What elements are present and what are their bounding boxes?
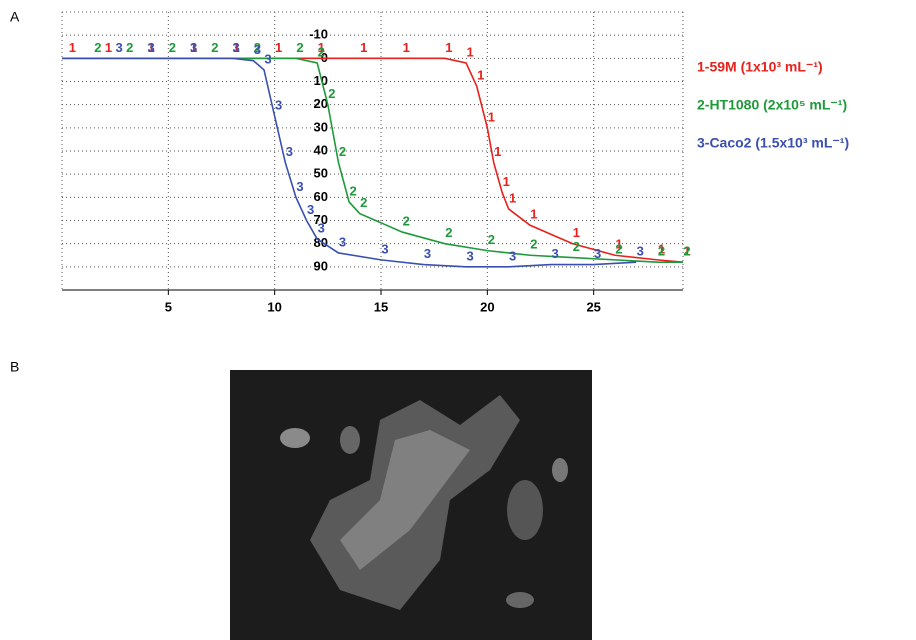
curve-marker: 1	[477, 68, 484, 83]
curve-marker: 3	[190, 40, 197, 55]
legend-entry: 2-HT1080 (2x10⁵ mL⁻¹)	[697, 97, 847, 113]
curve-marker: 2	[296, 40, 303, 55]
y-tick-label: 50	[314, 166, 328, 181]
x-tick-label: 25	[586, 299, 600, 314]
y-tick-label: 20	[314, 96, 328, 111]
curve-marker: 2	[94, 40, 101, 55]
curve-marker: 2	[488, 232, 495, 247]
curve-marker: 1	[69, 40, 76, 55]
curve-marker: 2	[658, 244, 665, 259]
legend-entry: 3-Caco2 (1.5x10³ mL⁻¹)	[697, 135, 849, 151]
curve-marker: 3	[275, 98, 282, 113]
curve-marker: 1	[494, 144, 501, 159]
curve-marker: 1	[488, 109, 495, 124]
y-tick-label: 70	[314, 212, 328, 227]
curve-marker: 3	[594, 246, 601, 261]
curve-marker: 1	[360, 40, 367, 55]
panel-label: B	[10, 359, 19, 375]
curve-marker: 2	[169, 40, 176, 55]
curve-marker: 1	[275, 40, 282, 55]
micrograph	[230, 370, 592, 640]
curve-marker: 3	[509, 248, 516, 263]
curve-marker: 1	[147, 40, 154, 55]
curve-marker: 2	[360, 195, 367, 210]
curve-marker: 3	[233, 40, 240, 55]
curve-marker: 1	[573, 225, 580, 240]
curve-marker: 1	[445, 40, 452, 55]
curve-marker: 1	[318, 40, 325, 55]
curve-marker: 3	[318, 220, 325, 235]
data-line	[62, 57, 684, 263]
x-tick-label: 5	[165, 299, 172, 314]
y-tick-label: 40	[314, 142, 328, 157]
curve-marker: 2	[573, 239, 580, 254]
curve-marker: 2	[530, 237, 537, 252]
curve-marker: 3	[286, 144, 293, 159]
curve-marker: 3	[466, 248, 473, 263]
y-tick-label: 30	[314, 119, 328, 134]
curve-marker: 2	[328, 86, 335, 101]
curve-marker: 1	[509, 190, 516, 205]
panel-label: A	[10, 9, 20, 25]
curve-marker: 1	[403, 40, 410, 55]
curve-marker: 1	[615, 237, 622, 252]
legend-entry: 1-59M (1x10³ mL⁻¹)	[697, 59, 823, 75]
curve-marker: 3	[307, 202, 314, 217]
x-tick-label: 10	[267, 299, 281, 314]
x-tick-label: 15	[374, 299, 388, 314]
curve-marker: 3	[637, 244, 644, 259]
curve-marker: 3	[147, 40, 154, 55]
curve-marker: 3	[552, 246, 559, 261]
curve-marker: 1	[105, 40, 112, 55]
y-tick-label: 60	[314, 189, 328, 204]
curve-marker: 3	[339, 234, 346, 249]
y-tick-label: 10	[314, 73, 328, 88]
curve-marker: 2	[403, 214, 410, 229]
curve-marker: 3	[296, 179, 303, 194]
x-tick-label: 20	[480, 299, 494, 314]
data-line	[62, 57, 683, 264]
curve-marker: 1	[233, 40, 240, 55]
y-tick-label: -10	[309, 27, 328, 42]
curve-marker: 3	[424, 246, 431, 261]
curve-marker: 3	[381, 241, 388, 256]
curve-marker: 2	[683, 244, 690, 259]
curve-marker: 2	[318, 44, 325, 59]
data-line	[62, 57, 637, 268]
curve-marker: 3	[116, 40, 123, 55]
curve-marker: 1	[503, 174, 510, 189]
curve-marker: 3	[254, 42, 261, 57]
y-tick-label: 90	[314, 258, 328, 273]
curve-marker: 2	[339, 144, 346, 159]
curve-marker: 1	[683, 244, 690, 259]
curve-marker: 2	[445, 225, 452, 240]
curve-marker: 3	[264, 51, 271, 66]
y-tick-label: 0	[321, 50, 328, 65]
curve-marker: 1	[190, 40, 197, 55]
curve-marker: 2	[615, 241, 622, 256]
curve-marker: 1	[658, 241, 665, 256]
curve-marker: 2	[254, 40, 261, 55]
curve-marker: 2	[349, 183, 356, 198]
curve-marker: 2	[126, 40, 133, 55]
curve-marker: 1	[530, 207, 537, 222]
curve-marker: 1	[466, 44, 473, 59]
curve-marker: 2	[211, 40, 218, 55]
